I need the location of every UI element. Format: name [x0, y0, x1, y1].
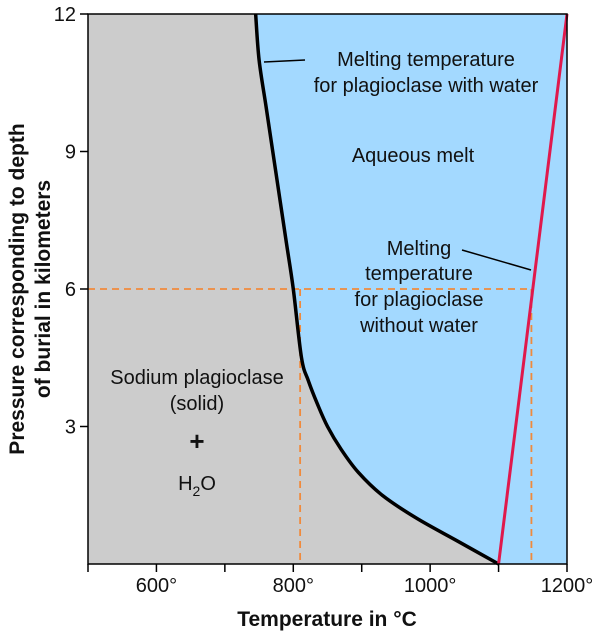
y-tick-label: 9	[65, 142, 76, 164]
annotation-aqueous-melt: Aqueous melt	[352, 145, 475, 167]
melt-region	[255, 14, 567, 564]
x-tick-label: 1000°	[404, 575, 457, 597]
annotation-dry-melt-line4: without water	[359, 315, 478, 337]
x-axis-title: Temperature in °C	[237, 608, 417, 631]
water-o: O	[200, 473, 216, 495]
annotation-dry-melt-line2: temperature	[365, 263, 473, 285]
water-subscript: 2	[193, 483, 201, 499]
x-tick-label: 1200°	[541, 575, 594, 597]
y-axis-ticks: 3 6 9 12	[54, 4, 88, 439]
annotation-wet-melt-line1: Melting temperature	[337, 49, 515, 71]
annotation-dry-melt-line1: Melting	[387, 238, 451, 260]
annotation-plus: +	[189, 426, 204, 456]
y-tick-label: 3	[65, 417, 76, 439]
x-tick-label: 800°	[273, 575, 314, 597]
annotation-water: H2O	[178, 473, 216, 499]
y-tick-label: 12	[54, 4, 76, 26]
annotation-dry-melt-line3: for plagioclase	[355, 289, 484, 311]
reference-lines	[88, 288, 533, 564]
x-tick-label: 600°	[136, 575, 177, 597]
x-axis-ticks: 600° 800° 1000° 1200°	[87, 564, 594, 597]
leader-line-wet	[263, 59, 306, 63]
leader-line-dry	[461, 249, 532, 271]
y-axis-title-line1: Pressure corresponding to depth	[6, 123, 29, 454]
series-line-wet-melting	[253, 13, 500, 566]
annotation-solid-line1: Sodium plagioclase	[110, 367, 283, 389]
water-h: H	[178, 473, 192, 495]
annotation-wet-melt-line2: for plagioclase with water	[314, 75, 539, 97]
y-tick-label: 6	[65, 279, 76, 301]
y-axis-title-line2: of burial in kilometers	[32, 180, 55, 398]
series-line-dry-melting	[497, 13, 569, 565]
annotation-solid-line2: (solid)	[170, 393, 224, 415]
